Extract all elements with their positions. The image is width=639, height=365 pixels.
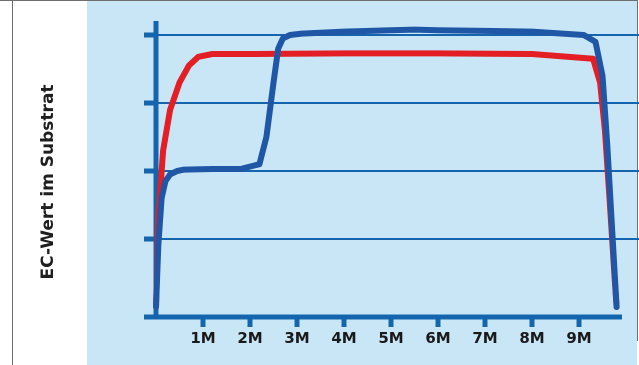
x-tick-label: 1M xyxy=(190,329,215,347)
x-tick-label: 7M xyxy=(472,329,497,347)
axes xyxy=(144,21,622,327)
x-tick-label: 9M xyxy=(566,329,591,347)
x-tick-label: 6M xyxy=(425,329,450,347)
gridlines xyxy=(156,34,639,240)
x-tick-label: 2M xyxy=(237,329,262,347)
series-line-1 xyxy=(153,50,620,310)
x-tick-labels: 1M 2M 3M 4M 5M 6M 7M 8M 9M xyxy=(190,329,591,347)
x-tick-label: 4M xyxy=(331,329,356,347)
x-tick-label: 3M xyxy=(284,329,309,347)
x-tick-label: 8M xyxy=(519,329,544,347)
x-tick-label: 5M xyxy=(378,329,403,347)
chart-background xyxy=(87,1,637,365)
series-line-2 xyxy=(153,26,620,310)
left-border xyxy=(12,1,13,365)
series-lines xyxy=(153,26,620,310)
